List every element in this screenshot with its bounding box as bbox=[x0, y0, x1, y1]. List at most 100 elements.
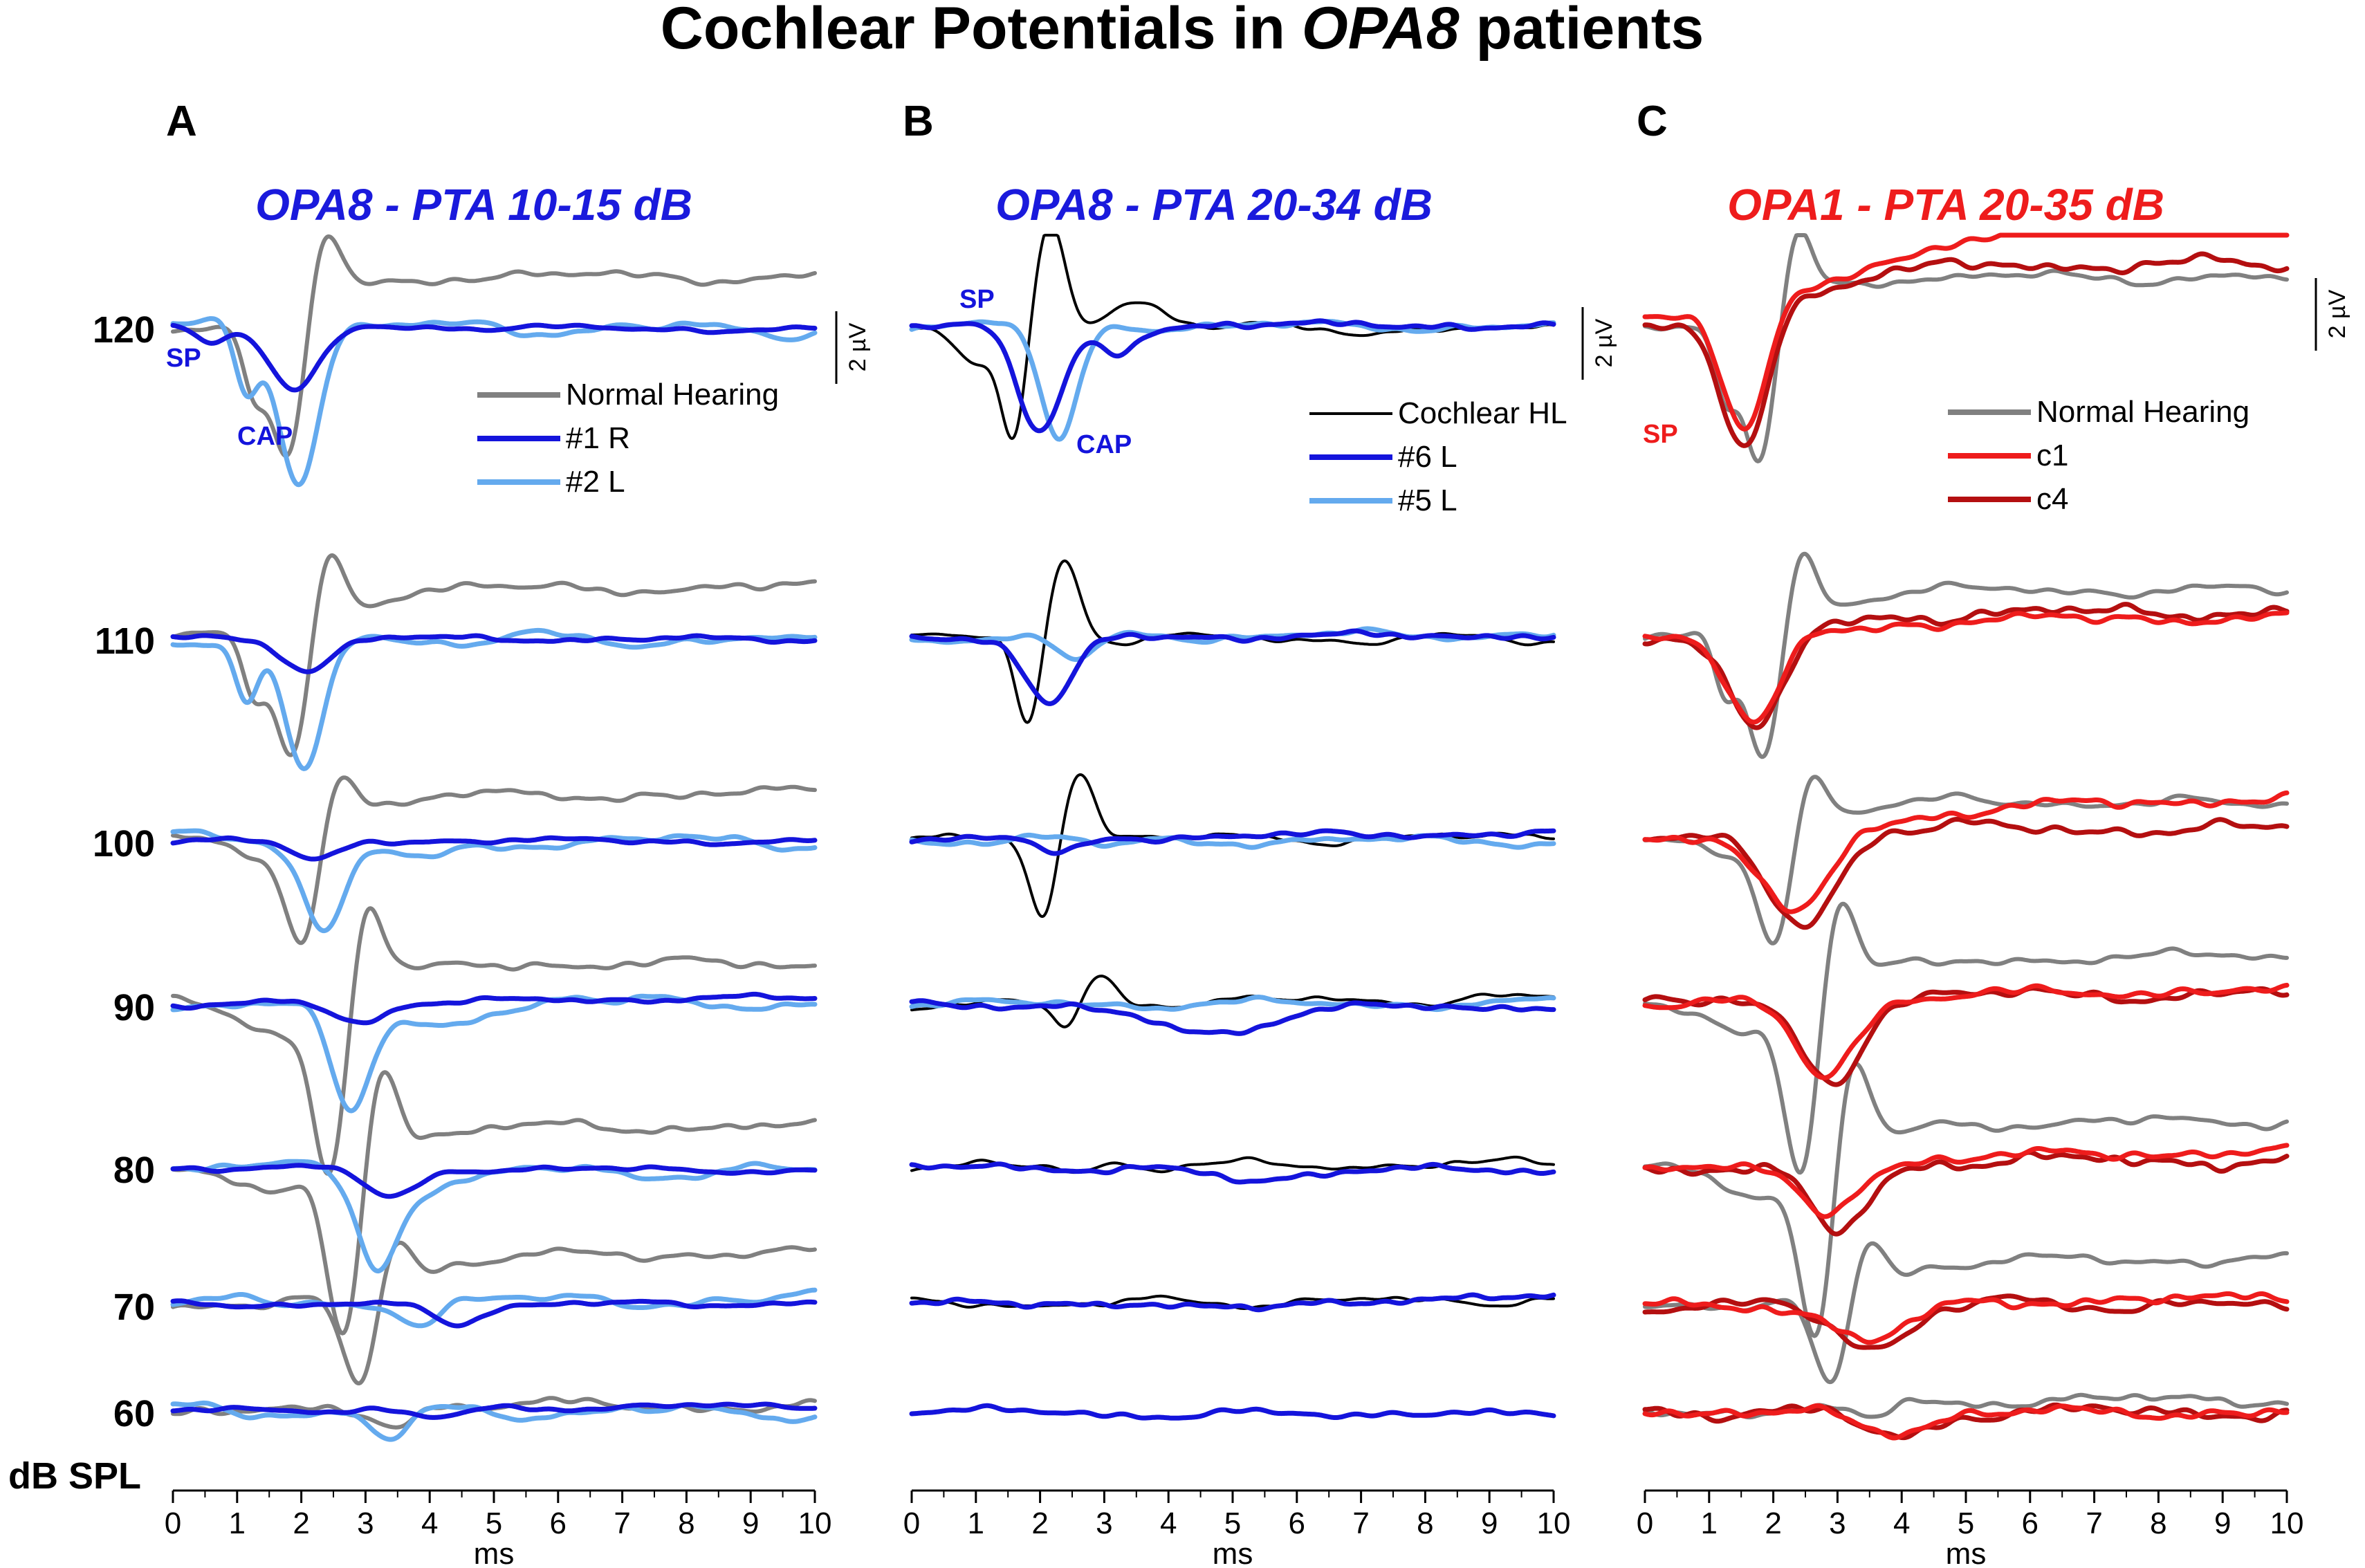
level-label-100: 100 bbox=[93, 823, 155, 865]
trace-A-NormalHearing-70 bbox=[171, 1240, 817, 1385]
legend-label-C-0: Normal Hearing bbox=[2036, 395, 2249, 429]
x-tick-label-B-6: 6 bbox=[1289, 1506, 1305, 1540]
trace-B-6L-70 bbox=[909, 1292, 1556, 1313]
legend-label-C-1: c1 bbox=[2036, 439, 2068, 472]
trace-C-NormalHearing-80 bbox=[1643, 1062, 2289, 1338]
x-tick-label-C-6: 6 bbox=[2022, 1506, 2039, 1540]
trace-A-2L-90 bbox=[170, 993, 818, 1114]
x-tick-label-B-3: 3 bbox=[1096, 1506, 1112, 1540]
trace-A-2L-100 bbox=[170, 828, 818, 934]
scale-bar-label-B: 2 µV bbox=[1591, 318, 1617, 367]
x-tick-label-A-3: 3 bbox=[357, 1506, 374, 1540]
x-tick-label-B-4: 4 bbox=[1160, 1506, 1177, 1540]
trace-C-c1-70 bbox=[1642, 1291, 2290, 1345]
trace-C-c4-120 bbox=[1642, 251, 2290, 448]
x-tick-label-B-2: 2 bbox=[1031, 1506, 1048, 1540]
x-tick-label-A-5: 5 bbox=[486, 1506, 502, 1540]
trace-A-1R-80 bbox=[170, 1163, 818, 1199]
x-tick-label-B-1: 1 bbox=[968, 1506, 984, 1540]
trace-B-CochlearHL-80 bbox=[910, 1155, 1555, 1174]
panel-A: A OPA8 - PTA 10-15 dB 120 110 100 90 80 70 60 0 1 2… bbox=[93, 98, 871, 1568]
x-tick-label-C-4: 4 bbox=[1893, 1506, 1910, 1540]
x-tick-label-A-8: 8 bbox=[678, 1506, 694, 1540]
legend-label-C-2: c4 bbox=[2036, 482, 2068, 516]
figure-title-italic: OPA8 bbox=[1302, 0, 1460, 62]
trace-B-6L-80 bbox=[909, 1161, 1556, 1185]
panel-title-B: OPA8 - PTA 20-34 dB bbox=[995, 180, 1433, 230]
x-tick-label-B-8: 8 bbox=[1417, 1506, 1433, 1540]
legend-label-A-1: #1 R bbox=[566, 421, 630, 455]
trace-A-NormalHearing-90 bbox=[171, 906, 817, 1177]
x-tick-label-C-3: 3 bbox=[1829, 1506, 1846, 1540]
trace-C-NormalHearing-110 bbox=[1643, 551, 2289, 759]
annotation-A-SP: SP bbox=[166, 344, 201, 373]
scale-bar-label-A: 2 µV bbox=[845, 322, 871, 371]
level-label-90: 90 bbox=[113, 987, 155, 1029]
trace-B-6L-110 bbox=[909, 628, 1556, 706]
x-tick-label-A-1: 1 bbox=[229, 1506, 246, 1540]
x-tick-label-A-0: 0 bbox=[165, 1506, 181, 1540]
x-tick-label-B-9: 9 bbox=[1481, 1506, 1498, 1540]
trace-C-c4-100 bbox=[1642, 817, 2290, 930]
trace-B-6L-100 bbox=[909, 828, 1556, 856]
trace-C-NormalHearing-100 bbox=[1643, 775, 2289, 946]
level-label-80: 80 bbox=[113, 1150, 155, 1191]
annotation-C-SP: SP bbox=[1643, 420, 1678, 449]
annotation-B-CAP: CAP bbox=[1076, 430, 1132, 459]
trace-C-NormalHearing-90 bbox=[1643, 901, 2289, 1175]
trace-A-NormalHearing-100 bbox=[171, 775, 817, 946]
trace-A-NormalHearing-110 bbox=[171, 553, 817, 757]
trace-C-c4-60 bbox=[1642, 1402, 2290, 1441]
trace-B-CochlearHL-110 bbox=[910, 559, 1555, 724]
trace-B-5L-110 bbox=[909, 626, 1556, 662]
x-tick-label-A-6: 6 bbox=[550, 1506, 567, 1540]
trace-C-c1-80 bbox=[1642, 1143, 2290, 1219]
figure-title-suffix: patients bbox=[1460, 0, 1704, 62]
level-label-110: 110 bbox=[95, 620, 155, 662]
x-tick-label-C-10: 10 bbox=[2270, 1506, 2304, 1540]
panel-letter-C: C bbox=[1637, 98, 1668, 145]
trace-A-1R-90 bbox=[170, 991, 818, 1026]
legend-label-B-2: #5 L bbox=[1398, 483, 1457, 517]
x-tick-label-A-10: 10 bbox=[798, 1506, 832, 1540]
panel-title-C: OPA1 - PTA 20-35 dB bbox=[1727, 180, 2164, 230]
trace-A-1R-120 bbox=[170, 322, 818, 393]
panel-letter-B: B bbox=[903, 98, 934, 145]
trace-A-1R-110 bbox=[170, 633, 818, 674]
x-axis-title-C: ms bbox=[1946, 1537, 1987, 1568]
x-tick-label-A-4: 4 bbox=[421, 1506, 438, 1540]
trace-A-NormalHearing-80 bbox=[171, 1070, 817, 1336]
trace-C-c1-100 bbox=[1642, 790, 2290, 914]
trace-C-c1-90 bbox=[1642, 982, 2290, 1080]
legend-label-B-0: Cochlear HL bbox=[1398, 396, 1567, 430]
trace-A-1R-70 bbox=[170, 1298, 818, 1329]
figure-title: Cochlear Potentials in OPA8 patients bbox=[661, 0, 1704, 62]
x-tick-label-C-7: 7 bbox=[2086, 1506, 2102, 1540]
figure-title-prefix: Cochlear Potentials in bbox=[661, 0, 1302, 62]
trace-C-c1-60 bbox=[1642, 1403, 2290, 1441]
trace-A-1R-60 bbox=[170, 1401, 818, 1420]
level-label-120: 120 bbox=[93, 309, 155, 351]
trace-C-c1-120 bbox=[1642, 232, 2290, 432]
legend-label-A-0: Normal Hearing bbox=[566, 378, 779, 412]
trace-B-6L-90 bbox=[909, 998, 1556, 1036]
legend-label-B-1: #6 L bbox=[1398, 440, 1457, 474]
trace-C-NormalHearing-120 bbox=[1643, 233, 2289, 463]
level-label-70: 70 bbox=[113, 1286, 155, 1328]
trace-C-c4-110 bbox=[1642, 602, 2290, 730]
x-tick-label-C-0: 0 bbox=[1637, 1506, 1653, 1540]
annotation-B-SP: SP bbox=[959, 285, 995, 314]
trace-B-6L-60 bbox=[909, 1403, 1556, 1421]
panel-title-A: OPA8 - PTA 10-15 dB bbox=[255, 180, 692, 230]
panel-letter-A: A bbox=[166, 98, 197, 145]
legend-label-A-2: #2 L bbox=[566, 465, 625, 499]
panel-C: C OPA1 - PTA 20-35 dB 0 1 2 3 4 5 6 7 8 9 10 ms Normal… bbox=[1637, 98, 2350, 1568]
trace-C-c4-90 bbox=[1642, 986, 2290, 1087]
x-tick-label-B-5: 5 bbox=[1224, 1506, 1241, 1540]
x-tick-label-A-7: 7 bbox=[614, 1506, 630, 1540]
x-tick-label-C-9: 9 bbox=[2214, 1506, 2231, 1540]
scale-bar-label-C: 2 µV bbox=[2324, 289, 2350, 338]
x-tick-label-A-9: 9 bbox=[742, 1506, 759, 1540]
